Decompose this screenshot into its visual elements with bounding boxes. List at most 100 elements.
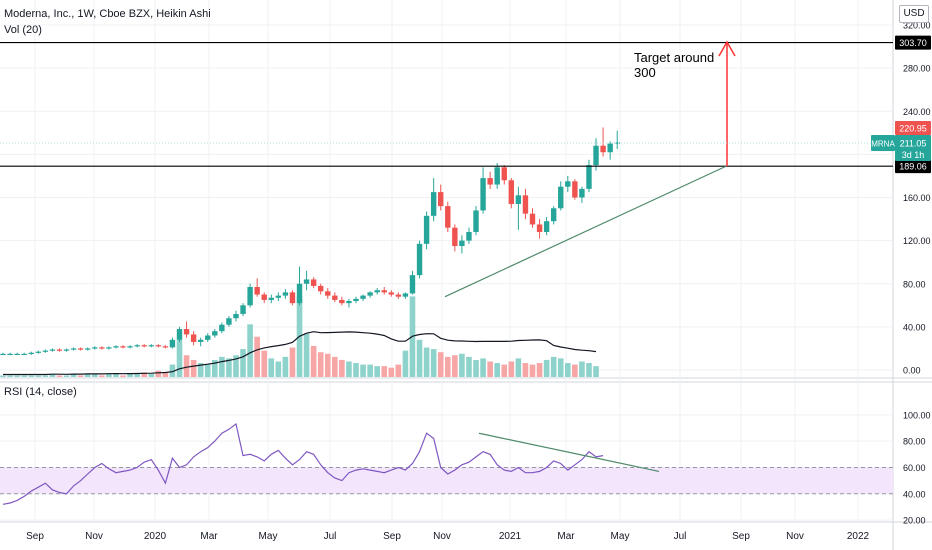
volume-ma [3,331,597,376]
volume-bar [226,358,232,377]
volume-bar [148,373,155,377]
rsi-pane [0,422,893,505]
time-tick-label: 2022 [847,531,870,542]
candle-body [614,142,620,144]
volume-bar [56,375,63,377]
high-price-badge: 220.95 [895,121,931,135]
last-price-text: 211.05 [900,139,927,149]
candle-body [529,213,536,225]
time-tick-label: Nov [85,531,103,542]
candle-body [515,195,522,204]
volume-bar [437,352,444,377]
price-tick-label: 160.00 [903,193,931,203]
volume-bar [268,358,275,377]
currency-badge[interactable]: USD [899,5,929,23]
candle-body [310,279,317,286]
candle-body [346,301,352,304]
volume-bar [197,363,204,377]
candle-body [106,347,112,349]
high-price-badge-bg [895,121,931,135]
volume-bar [14,375,20,377]
candle-body [70,348,77,350]
time-axis: Sep Nov 2020 Mar May Jul Sep Nov 2021 Mar May Jul Se… [26,531,869,542]
volume-bar [176,339,183,377]
price-lines [0,40,893,298]
volume-bar [593,366,599,377]
volume-bar [219,356,225,377]
volume-bar [212,359,218,377]
volume-bar [374,366,380,377]
volume-bar [275,361,282,377]
volume-bar [444,356,451,377]
candle-body [92,347,98,349]
candle-body [56,349,63,351]
volume-bar [324,353,331,377]
volume-bar [240,349,246,377]
time-tick-label: Nov [786,531,804,542]
ascending-trendline [444,165,727,298]
price-tick-label: 80.00 [903,279,926,289]
volume-bar [134,373,140,377]
candle-body [21,353,27,356]
candle-body [148,345,154,347]
high-price-badge-text: 220.95 [899,124,927,134]
volume-legend: Vol (20) [4,24,42,36]
volume-bar [480,358,486,377]
support-price-badge-text: 189.06 [899,162,927,172]
candle-body [360,295,366,299]
volume-bar [49,373,56,377]
candle-body [508,180,515,204]
volume-bar [557,358,564,377]
volume-bar [254,336,260,377]
volume-bar [586,363,592,377]
candle-body [579,188,585,198]
candle-body [63,349,70,351]
candle-body [275,295,282,298]
time-tick-label: Jul [674,531,687,542]
candle-body [325,291,331,296]
target-price-badge: 303.70 [895,35,931,50]
candle-body [473,210,479,232]
volume-bar [261,350,268,377]
candle-body [7,353,13,356]
candle-body [558,186,564,209]
candle-body [169,339,176,348]
volume-bar [28,375,35,377]
countdown-text: 3d 1h [902,150,925,160]
candle-body [28,352,34,354]
candle-body [536,224,543,232]
volume-bar [423,347,430,377]
volume-bar [113,373,119,377]
candle-body [487,178,493,185]
volume-bar [536,363,543,377]
candle-body [593,145,599,166]
volume-bar [332,356,338,377]
candle-body [42,350,49,352]
price-tick-label: 0.00 [903,366,921,376]
candle-body [14,353,20,356]
candle-body [374,290,380,293]
rsi-tick-label: 100.00 [903,410,931,420]
volume-bar [466,356,472,377]
candle-body [543,221,550,232]
candle-body [423,215,430,244]
candle-body [494,167,500,185]
candle-body [367,292,373,296]
volume-bar [508,361,515,377]
volume-bar [162,372,169,377]
volume-bar [233,355,239,377]
candle-body [572,181,578,198]
volume-bar [289,347,296,377]
volume-bar [99,375,105,377]
candle-body [212,331,218,336]
volume-bar [84,373,91,377]
candle-body [247,286,253,306]
time-tick-label: 2021 [499,531,522,542]
candle-body [233,313,239,319]
price-tick-label: 240.00 [903,107,931,117]
volume-bar [141,372,147,377]
candle-body [0,353,6,356]
candle-body [438,192,444,207]
support-price-badge-bg [895,159,931,174]
candle-body [409,275,416,294]
